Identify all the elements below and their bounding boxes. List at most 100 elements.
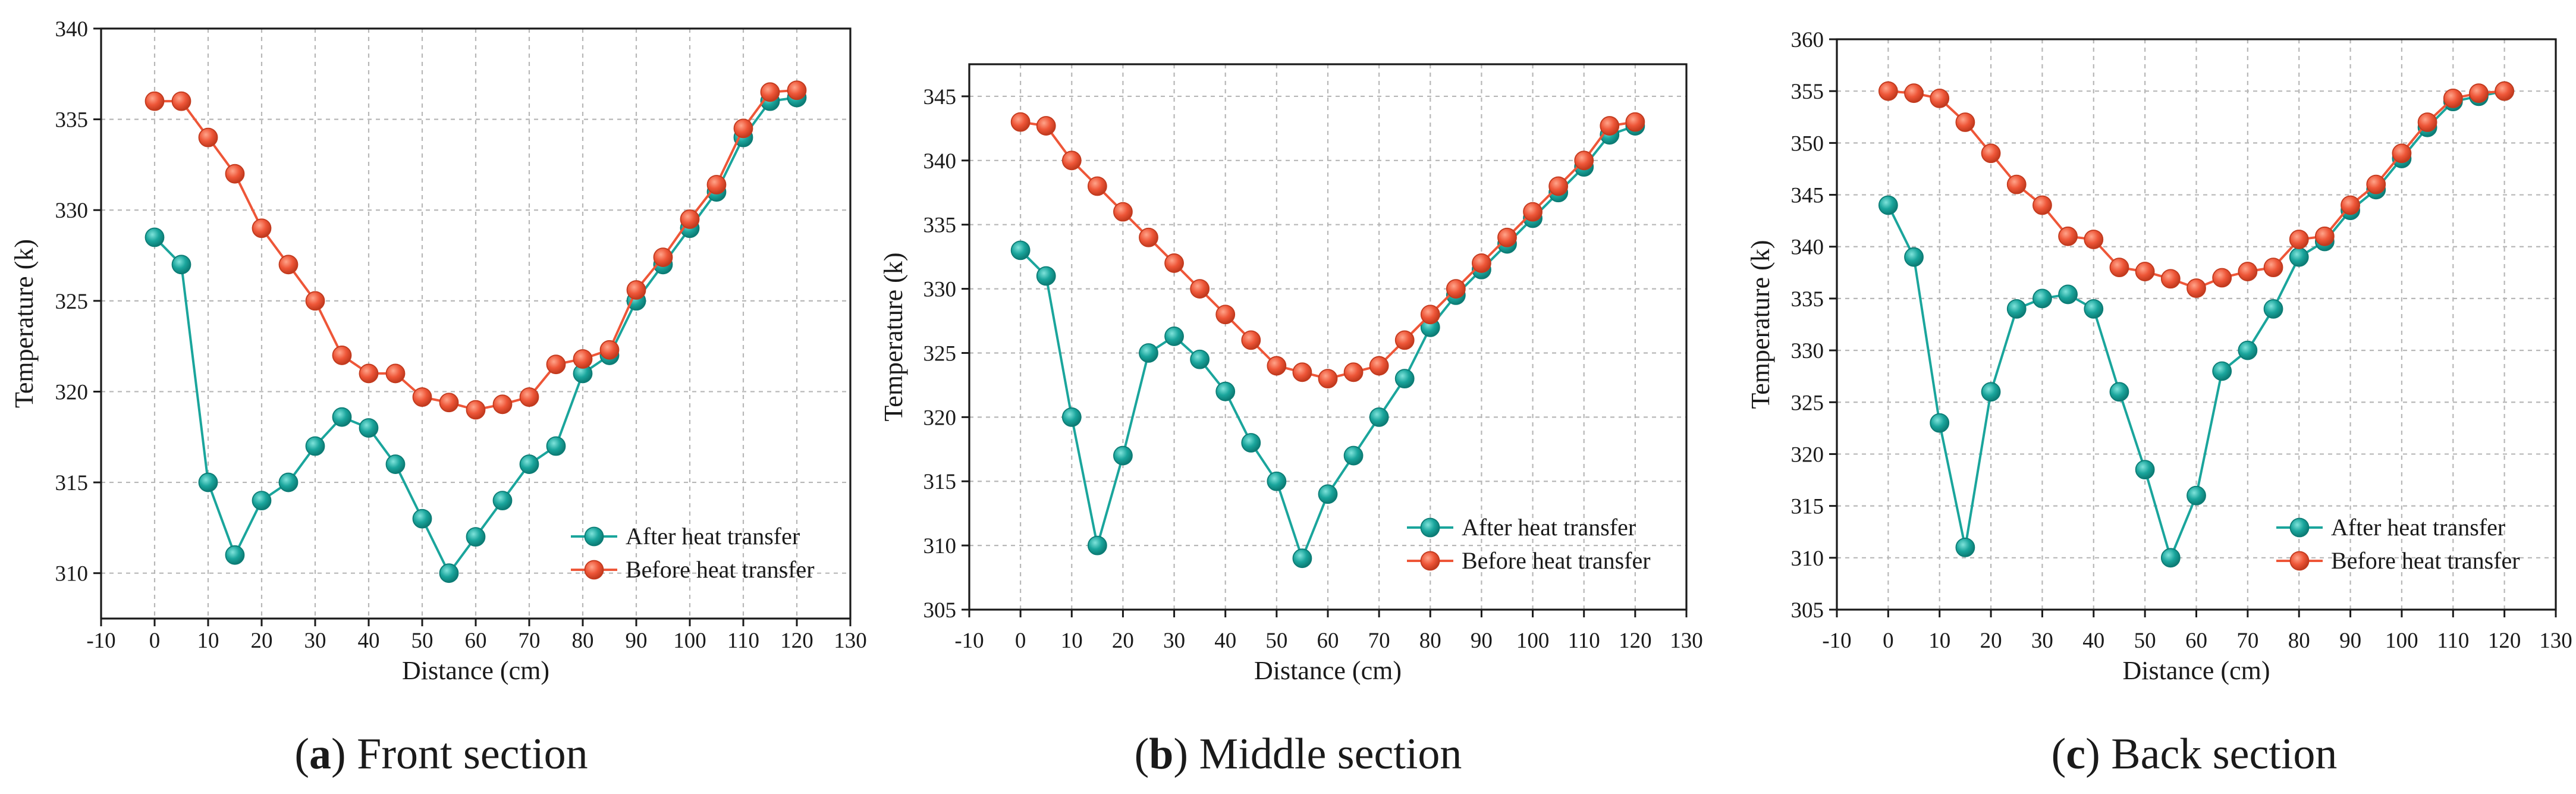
y-tick-label: 340 [923, 149, 957, 174]
data-point-after [1369, 407, 1389, 427]
x-tick-label: 40 [2082, 629, 2104, 653]
data-point-after [2289, 247, 2309, 267]
data-point-after [546, 436, 566, 456]
data-point-after [412, 509, 432, 529]
x-tick-label: 40 [1214, 629, 1236, 653]
y-tick-label: 315 [923, 470, 957, 494]
x-tick-label: 110 [727, 629, 759, 653]
data-point-after [1010, 240, 1031, 261]
y-tick-label: 305 [923, 598, 957, 623]
x-axis-title: Distance (cm) [2123, 656, 2270, 685]
data-point-after [2160, 548, 2181, 568]
legend-label-after: After heat transfer [2331, 514, 2505, 541]
data-point-after [1087, 535, 1107, 556]
legend-marker-before [1420, 551, 1440, 571]
x-tick-label: 120 [780, 629, 813, 653]
x-tick-label: 60 [1317, 629, 1339, 653]
caption-letter: b [1149, 730, 1173, 779]
y-tick-label: 335 [55, 108, 89, 133]
y-tick-label: 340 [55, 17, 89, 42]
data-point-after [1394, 369, 1415, 389]
x-tick-label: 50 [1265, 629, 1287, 653]
data-point-before [1981, 143, 2001, 164]
data-point-before [1139, 227, 1158, 247]
x-tick-label: 90 [626, 629, 648, 653]
data-point-after [359, 418, 379, 438]
caption-title: Middle section [1199, 730, 1462, 779]
data-point-before [546, 354, 566, 375]
x-tick-label: 60 [2185, 629, 2207, 653]
y-tick-label: 320 [1791, 442, 1824, 467]
x-tick-label: 90 [1471, 629, 1493, 653]
data-point-after [278, 472, 299, 492]
caption-title: Back section [2111, 730, 2337, 779]
legend-marker-after [1420, 517, 1440, 538]
x-tick-label: -10 [1822, 629, 1851, 653]
data-point-before [2109, 258, 2129, 278]
data-point-before [1625, 112, 1645, 132]
data-point-before [2058, 226, 2078, 246]
data-point-before [1930, 88, 1950, 108]
data-point-after [519, 454, 539, 474]
y-tick-label: 335 [923, 214, 957, 238]
x-tick-label: 130 [2539, 629, 2572, 653]
data-point-after [1190, 349, 1210, 369]
y-tick-label: 315 [1791, 495, 1824, 519]
series-before [144, 80, 807, 420]
data-point-before [1574, 150, 1594, 171]
data-point-after [466, 527, 486, 547]
caption-close-paren: ) [1173, 730, 1199, 779]
x-tick-label: 70 [519, 629, 541, 653]
legend-label-before: Before heat transfer [2331, 547, 2520, 574]
caption-open-paren: ( [294, 730, 309, 779]
x-axis-title: Distance (cm) [402, 656, 549, 685]
y-tick-label: 345 [1791, 184, 1824, 208]
x-axis-ticks: -10 0 10 20 30 40 50 60 70 80 90 100 110 120 130 [954, 610, 1703, 653]
data-point-after [1904, 247, 1924, 267]
panel-caption: (b) Middle section [1135, 730, 1462, 779]
x-axis-ticks: -10 0 10 20 30 40 50 60 70 80 90 100 110 120 130 [1822, 610, 2572, 653]
data-point-before [2263, 258, 2283, 278]
data-point-after [252, 491, 272, 510]
x-tick-label: 110 [2437, 629, 2469, 653]
data-point-before [2084, 230, 2104, 249]
x-tick-label: 80 [1419, 629, 1441, 653]
data-point-after [1343, 445, 1364, 466]
data-point-before [385, 363, 406, 384]
data-point-before [1878, 81, 1898, 101]
legend-marker-after [584, 526, 604, 547]
y-tick-label: 355 [1791, 80, 1824, 104]
data-point-after [385, 454, 406, 474]
x-tick-label: 100 [2385, 629, 2418, 653]
data-point-before [2443, 88, 2463, 108]
x-tick-label: 130 [1670, 629, 1703, 653]
legend: After heat transfer Before heat transfer [1407, 514, 1651, 574]
chart-panel-b: -10 0 10 20 30 40 50 60 70 80 90 100 110 120 130 305 310… [879, 63, 1703, 779]
data-point-after [2084, 299, 2104, 319]
y-tick-label: 330 [1791, 339, 1824, 363]
y-tick-label: 335 [1791, 287, 1824, 312]
data-point-after [2263, 299, 2283, 319]
legend-marker-before [584, 560, 604, 580]
caption-letter: c [2066, 730, 2085, 779]
x-tick-label: 10 [1928, 629, 1950, 653]
data-point-after [2058, 284, 2078, 305]
y-tick-label: 325 [55, 290, 89, 314]
data-point-before [2032, 195, 2052, 215]
y-tick-label: 305 [1791, 598, 1824, 623]
y-tick-label: 350 [1791, 131, 1824, 156]
data-point-before [2366, 174, 2386, 194]
y-axis-ticks: 310 315 320 325 330 335 340 [55, 17, 101, 586]
data-point-after [1930, 413, 1950, 433]
caption-close-paren: ) [331, 730, 357, 779]
y-axis-ticks: 305 310 315 320 325 330 335 340 345 [923, 85, 969, 623]
data-point-before [1113, 202, 1133, 222]
data-point-after [171, 255, 191, 275]
x-axis-title: Distance (cm) [1254, 656, 1402, 685]
data-point-before [760, 82, 780, 102]
data-point-before [492, 394, 513, 415]
data-point-before [359, 363, 379, 384]
data-point-before [1318, 369, 1338, 389]
data-point-before [787, 80, 807, 101]
caption-open-paren: ( [2052, 730, 2066, 779]
